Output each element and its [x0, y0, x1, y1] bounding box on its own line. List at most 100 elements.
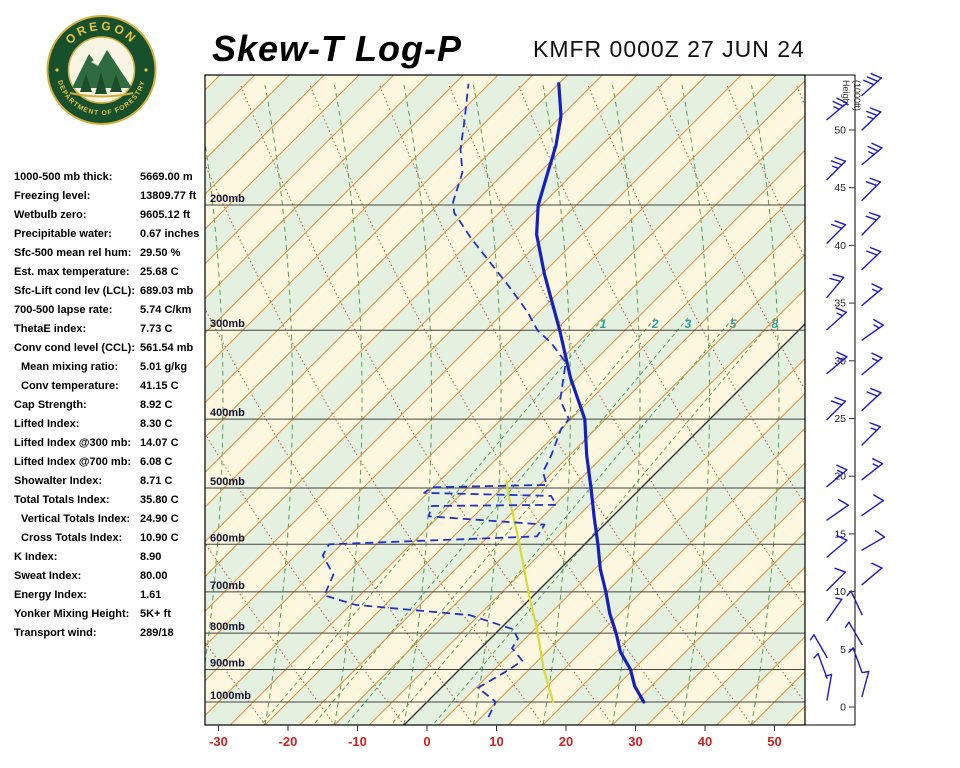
pressure-label: 1000mb — [210, 690, 251, 702]
wind-barb — [861, 142, 883, 166]
wind-barb — [861, 422, 882, 446]
temp-axis-label: 0 — [423, 734, 430, 749]
wind-barb — [826, 97, 848, 121]
wind-barb — [846, 590, 863, 616]
stat-value: 14.07 C — [140, 437, 179, 449]
stat-value: 35.80 C — [140, 494, 179, 506]
station-id-and-time: KMFR 0000Z 27 JUN 24 — [533, 36, 805, 62]
stat-value: 41.15 C — [140, 380, 179, 392]
stat-row: Transport wind: 289/18 — [14, 624, 214, 643]
stat-label: Wetbulb zero: — [14, 209, 87, 221]
height-axis-label: 15 — [834, 528, 846, 540]
stat-row: Sfc-500 mean rel hum: 29.50 % — [14, 244, 214, 263]
stat-label: Yonker Mixing Height: — [14, 608, 130, 620]
stat-row: Vertical Totals Index: 24.90 C — [14, 510, 214, 529]
stat-value: 561.54 mb — [140, 342, 194, 354]
stat-value: 6.08 C — [140, 456, 173, 468]
stat-value: 8.92 C — [140, 399, 173, 411]
wind-barb — [826, 498, 849, 521]
logo-dot-right — [144, 68, 148, 72]
wind-barb — [844, 621, 863, 646]
temp-axis-label: 40 — [698, 734, 712, 749]
wind-barb — [861, 72, 883, 97]
stat-label: Vertical Totals Index: — [21, 513, 131, 525]
wind-barb — [826, 156, 847, 181]
temp-axis-label: 30 — [628, 734, 642, 749]
stat-row: Energy Index: 1.61 — [14, 586, 214, 605]
stat-value: 5.74 C/km — [140, 304, 192, 316]
stat-value: 9605.12 ft — [140, 209, 191, 221]
height-axis-title-units: (1000ft) — [852, 80, 862, 111]
stat-row: 1000-500 mb thick: 5669.00 m — [14, 168, 214, 187]
temp-axis-label: 50 — [767, 734, 781, 749]
stat-label: Sfc-500 mean rel hum: — [14, 247, 132, 259]
stat-value: 5K+ ft — [140, 608, 171, 620]
wind-barb — [826, 534, 848, 558]
pressure-label: 300mb — [210, 318, 245, 330]
stat-value: 7.73 C — [140, 323, 173, 335]
wind-barb — [826, 597, 843, 622]
wind-barb — [861, 283, 883, 307]
stat-value: 8.30 C — [140, 418, 173, 430]
wind-barb — [861, 457, 884, 481]
wind-barb — [826, 273, 845, 299]
stat-row: Precipitable water: 0.67 inches — [14, 225, 214, 244]
stat-value: 5.01 g/kg — [140, 361, 188, 373]
mixing-ratio-label: 3 — [685, 317, 692, 331]
stat-label: Lifted Index: — [14, 418, 80, 430]
stat-label: Freezing level: — [14, 190, 91, 202]
mixing-ratio-label: 5 — [730, 317, 737, 331]
pressure-label: 800mb — [210, 621, 245, 633]
height-axis-label: 30 — [834, 355, 846, 367]
stat-row: Lifted Index @700 mb: 6.08 C — [14, 453, 214, 472]
temp-axis-label: -10 — [348, 734, 367, 749]
wind-barb — [848, 647, 863, 674]
wind-barb — [861, 107, 882, 131]
stat-value: 0.67 inches — [140, 228, 200, 240]
stat-row: Est. max temperature: 25.68 C — [14, 263, 214, 282]
wind-barb — [861, 562, 883, 586]
page-title: Skew-T Log-P — [212, 28, 463, 69]
stat-value: 1.61 — [140, 589, 162, 601]
stat-row: ThetaE index: 7.73 C — [14, 320, 214, 339]
height-axis-label: 35 — [834, 298, 846, 310]
dewpoint-line — [321, 83, 570, 718]
parcel-path-line — [504, 479, 555, 704]
temp-axis-label: 10 — [489, 734, 503, 749]
stat-label: 700-500 lapse rate: — [14, 304, 113, 316]
wind-barb — [826, 396, 847, 421]
temp-axis-label: 20 — [559, 734, 573, 749]
stat-value: 10.90 C — [140, 532, 179, 544]
height-axis-label: 25 — [834, 413, 846, 425]
wind-barb — [813, 653, 828, 679]
stat-label: Sfc-Lift cond lev (LCL): — [14, 285, 135, 297]
stat-label: Lifted Index @700 mb: — [14, 456, 132, 468]
stat-row: Showalter Index: 8.71 C — [14, 472, 214, 491]
stat-row: 700-500 lapse rate: 5.74 C/km — [14, 301, 214, 320]
wind-barb — [826, 307, 848, 331]
stat-value: 25.68 C — [140, 266, 179, 278]
stat-row: Wetbulb zero: 9605.12 ft — [14, 206, 214, 225]
height-axis-label: 20 — [834, 471, 846, 483]
mixing-ratio-label: 1 — [600, 317, 607, 331]
stat-label: Showalter Index: — [14, 475, 103, 487]
stat-row: Mean mixing ratio: 5.01 g/kg — [14, 358, 214, 377]
pressure-label: 200mb — [210, 193, 245, 205]
stat-row: Freezing level: 13809.77 ft — [14, 187, 214, 206]
temp-axis-label: -20 — [279, 734, 298, 749]
stat-value: 13809.77 ft — [140, 190, 197, 202]
wind-barb — [826, 567, 847, 592]
logo-dot-left — [55, 68, 59, 72]
stat-value: 8.71 C — [140, 475, 173, 487]
height-axis-label: 0 — [840, 702, 846, 714]
height-axis-label: 5 — [840, 644, 846, 656]
stat-row: Sfc-Lift cond lev (LCL): 689.03 mb — [14, 282, 214, 301]
pressure-label: 500mb — [210, 476, 245, 488]
stat-value: 5669.00 m — [140, 171, 193, 183]
stat-label: Cap Strength: — [14, 399, 87, 411]
wind-barb — [861, 246, 882, 271]
stat-label: Transport wind: — [14, 627, 97, 639]
temp-axis-label: -30 — [209, 734, 228, 749]
stat-label: Lifted Index @300 mb: — [14, 437, 132, 449]
height-axis-label: 45 — [834, 182, 846, 194]
